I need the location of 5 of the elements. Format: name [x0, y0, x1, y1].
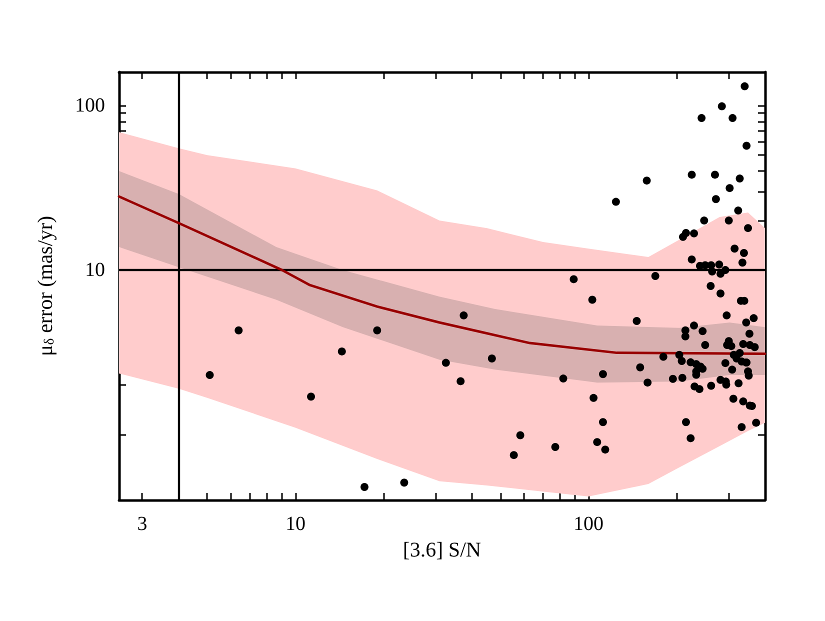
x-tick-label: 100: [574, 513, 604, 535]
x-tick-label: 10: [285, 513, 306, 535]
y-axis-title: μδ error (mas/yr): [33, 216, 58, 356]
x-tick-label: 3: [137, 513, 148, 535]
x-axis-title: [3.6] S/N: [402, 537, 482, 562]
